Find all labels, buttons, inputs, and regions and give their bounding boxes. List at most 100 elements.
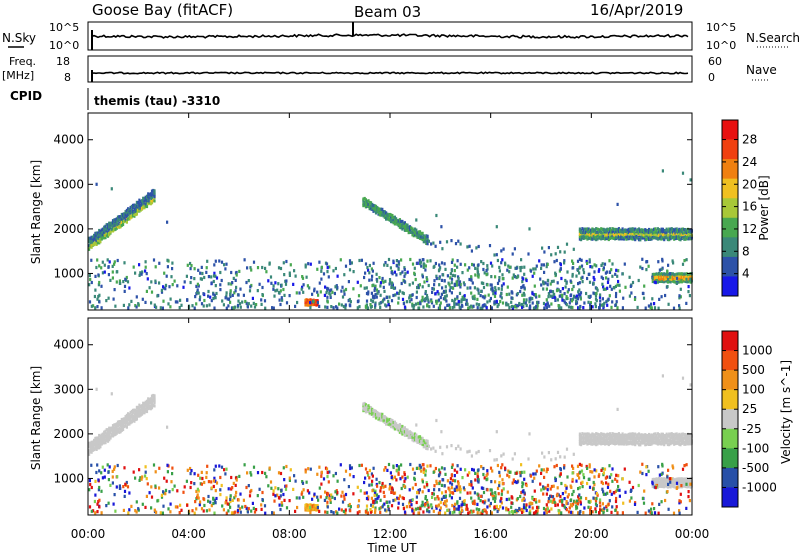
power-cell bbox=[149, 199, 152, 204]
power-cell bbox=[454, 242, 458, 246]
power-cell bbox=[160, 290, 164, 294]
power-cell bbox=[421, 295, 424, 299]
velocity-cell bbox=[651, 441, 654, 445]
power-cell bbox=[234, 278, 237, 282]
power-cell bbox=[227, 297, 231, 301]
power-cell bbox=[419, 302, 422, 306]
power-cell bbox=[417, 283, 420, 288]
power-cell bbox=[545, 305, 548, 309]
velocity-cell bbox=[230, 475, 233, 480]
power-cell bbox=[508, 292, 511, 296]
velocity-cell bbox=[685, 437, 688, 441]
velocity-cell bbox=[371, 489, 374, 493]
power-cell bbox=[640, 228, 643, 232]
velocity-cell bbox=[220, 483, 223, 488]
velocity-cell bbox=[649, 510, 652, 514]
power-cell bbox=[400, 219, 403, 223]
power-cell bbox=[359, 284, 362, 288]
power-cell bbox=[135, 207, 138, 211]
velocity-cell bbox=[366, 407, 369, 411]
velocity-cell bbox=[655, 477, 658, 481]
power-cell bbox=[681, 272, 685, 276]
power-cell bbox=[395, 264, 398, 268]
velocity-cell bbox=[528, 502, 531, 506]
power-cell bbox=[663, 278, 666, 282]
power-cell bbox=[326, 270, 329, 274]
velocity-cell bbox=[93, 499, 96, 504]
power-cell bbox=[580, 238, 583, 242]
power-cell bbox=[496, 304, 499, 309]
power-cell bbox=[389, 266, 392, 270]
power-cell bbox=[679, 295, 682, 299]
power-cell bbox=[145, 289, 148, 293]
power-cell bbox=[455, 280, 458, 284]
power-cell bbox=[614, 284, 617, 288]
power-cell bbox=[667, 263, 670, 267]
velocity-cell bbox=[276, 493, 279, 497]
power-cell bbox=[415, 232, 418, 236]
power-cell bbox=[197, 268, 200, 272]
power-cell bbox=[571, 272, 574, 277]
power-cell bbox=[108, 221, 111, 225]
power-cell bbox=[405, 300, 408, 304]
velocity-cell bbox=[113, 465, 116, 469]
power-cell bbox=[247, 302, 250, 306]
velocity-cell bbox=[671, 477, 675, 481]
power-cell bbox=[485, 273, 488, 277]
velocity-cell bbox=[654, 435, 657, 439]
power-cell bbox=[670, 235, 673, 239]
power-cell bbox=[687, 227, 690, 231]
power-cell bbox=[634, 231, 637, 235]
velocity-cell bbox=[379, 412, 383, 416]
power-cell bbox=[666, 280, 669, 284]
velocity-cell bbox=[644, 438, 647, 442]
power-cell bbox=[631, 229, 634, 233]
power-cell bbox=[587, 295, 590, 299]
velocity-cell bbox=[111, 431, 115, 435]
power-cell bbox=[207, 289, 210, 294]
velocity-cell bbox=[563, 466, 566, 470]
power-cell bbox=[688, 237, 691, 241]
velocity-cell bbox=[492, 497, 495, 501]
velocity-cell bbox=[598, 437, 602, 441]
power-cell bbox=[669, 231, 672, 235]
power-cell bbox=[96, 297, 99, 301]
velocity-cell bbox=[588, 438, 591, 442]
velocity-cell bbox=[199, 500, 202, 504]
velocity-cell bbox=[538, 464, 541, 468]
velocity-cell bbox=[616, 479, 619, 483]
velocity-cell bbox=[408, 501, 411, 505]
power-cell bbox=[171, 261, 174, 265]
power-cell bbox=[578, 235, 581, 239]
velocity-cell bbox=[520, 470, 523, 474]
power-cell bbox=[641, 236, 644, 240]
power-cell bbox=[94, 239, 97, 243]
power-cell bbox=[467, 306, 470, 310]
power-cell bbox=[566, 290, 569, 294]
power-cell bbox=[238, 269, 241, 273]
velocity-cell bbox=[415, 466, 418, 470]
velocity-cell bbox=[150, 485, 153, 489]
velocity-cell bbox=[214, 464, 217, 468]
power-cell bbox=[189, 261, 192, 266]
power-cell bbox=[96, 238, 99, 242]
velocity-cell bbox=[150, 401, 154, 405]
velocity-cell bbox=[620, 442, 623, 446]
velocity-cell bbox=[189, 485, 192, 490]
velocity-cell bbox=[103, 468, 106, 472]
velocity-cell bbox=[398, 428, 401, 432]
power-cell bbox=[248, 289, 252, 293]
velocity-cell bbox=[348, 502, 351, 507]
power-cell bbox=[234, 271, 238, 275]
velocity-cell bbox=[678, 436, 681, 440]
power-cell bbox=[610, 305, 613, 309]
power-cell bbox=[412, 234, 415, 238]
power-cell bbox=[264, 306, 267, 310]
velocity-cell bbox=[260, 507, 263, 511]
power-cell bbox=[115, 217, 118, 221]
power-cell bbox=[381, 207, 384, 211]
power-cell bbox=[415, 295, 418, 300]
velocity-cell bbox=[428, 510, 431, 514]
power-cell bbox=[592, 282, 595, 286]
power-cell bbox=[520, 286, 523, 290]
